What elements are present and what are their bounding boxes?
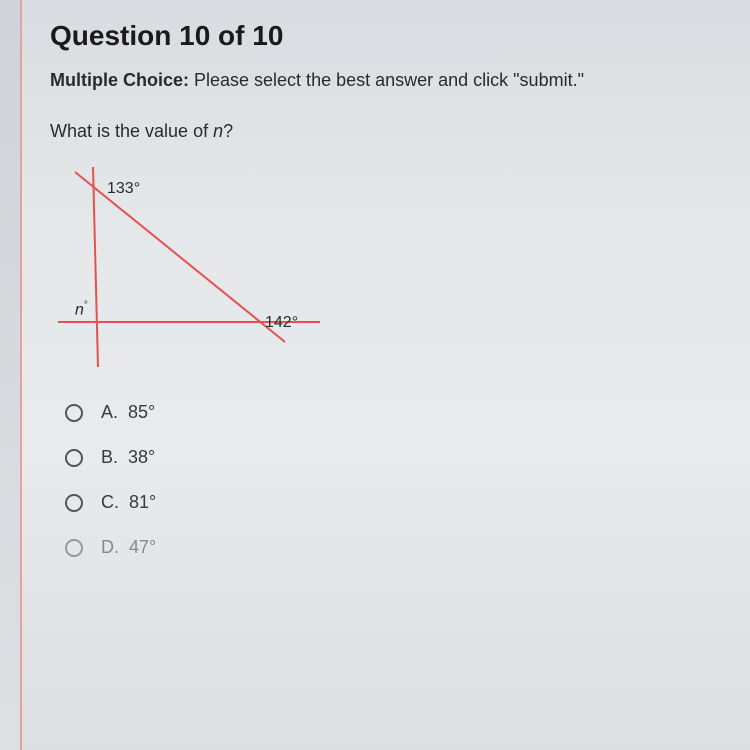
question-content: Question 10 of 10 Multiple Choice: Pleas… bbox=[0, 0, 750, 602]
option-c-letter: C. bbox=[101, 492, 119, 512]
instruction-text: Multiple Choice: Please select the best … bbox=[50, 70, 720, 91]
radio-d[interactable] bbox=[65, 539, 83, 557]
radio-b[interactable] bbox=[65, 449, 83, 467]
question-prefix: What is the value of bbox=[50, 121, 213, 141]
radio-a[interactable] bbox=[65, 404, 83, 422]
diagram-lines bbox=[55, 162, 355, 372]
option-a[interactable]: A. 85° bbox=[65, 402, 720, 423]
option-a-text: A. 85° bbox=[101, 402, 155, 423]
question-number-header: Question 10 of 10 bbox=[50, 20, 720, 52]
option-b-letter: B. bbox=[101, 447, 118, 467]
option-c-text: C. 81° bbox=[101, 492, 156, 513]
option-c-value: 81° bbox=[129, 492, 156, 512]
option-d-letter: D. bbox=[101, 537, 119, 557]
option-b[interactable]: B. 38° bbox=[65, 447, 720, 468]
answer-options: A. 85° B. 38° C. 81° D. 47° bbox=[50, 402, 720, 558]
option-c[interactable]: C. 81° bbox=[65, 492, 720, 513]
option-d-value: 47° bbox=[129, 537, 156, 557]
option-d[interactable]: D. 47° bbox=[65, 537, 720, 558]
option-d-text: D. 47° bbox=[101, 537, 156, 558]
question-suffix: ? bbox=[223, 121, 233, 141]
option-b-text: B. 38° bbox=[101, 447, 155, 468]
angle-label-142: 142° bbox=[265, 314, 298, 332]
option-a-letter: A. bbox=[101, 402, 118, 422]
angle-label-133: 133° bbox=[107, 180, 140, 198]
question-variable: n bbox=[213, 121, 223, 141]
radio-c[interactable] bbox=[65, 494, 83, 512]
instruction-body: Please select the best answer and click … bbox=[189, 70, 584, 90]
vertical-line bbox=[93, 167, 98, 367]
option-a-value: 85° bbox=[128, 402, 155, 422]
geometry-diagram: 133° n° 142° bbox=[55, 162, 355, 372]
option-b-value: 38° bbox=[128, 447, 155, 467]
notebook-margin bbox=[0, 0, 22, 750]
angle-label-n: n° bbox=[75, 300, 88, 319]
instruction-label: Multiple Choice: bbox=[50, 70, 189, 90]
question-prompt: What is the value of n? bbox=[50, 121, 720, 142]
